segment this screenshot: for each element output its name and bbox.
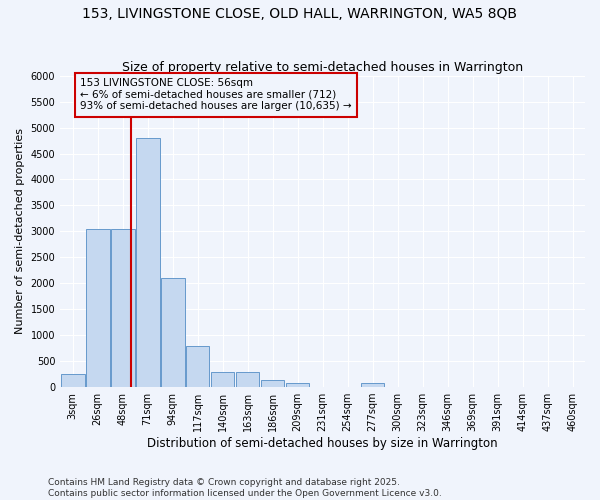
Text: Contains HM Land Registry data © Crown copyright and database right 2025.
Contai: Contains HM Land Registry data © Crown c… [48,478,442,498]
Bar [86,229,110,387]
Bar [361,383,385,387]
Bar [286,383,310,387]
Bar [161,278,185,387]
Title: Size of property relative to semi-detached houses in Warrington: Size of property relative to semi-detach… [122,62,523,74]
Bar [236,372,259,387]
X-axis label: Distribution of semi-detached houses by size in Warrington: Distribution of semi-detached houses by … [147,437,498,450]
Y-axis label: Number of semi-detached properties: Number of semi-detached properties [15,128,25,334]
Bar [136,138,160,387]
Text: 153, LIVINGSTONE CLOSE, OLD HALL, WARRINGTON, WA5 8QB: 153, LIVINGSTONE CLOSE, OLD HALL, WARRIN… [83,8,517,22]
Bar [111,229,134,387]
Bar [186,346,209,387]
Bar [211,372,235,387]
Bar [261,380,284,387]
Text: 153 LIVINGSTONE CLOSE: 56sqm
← 6% of semi-detached houses are smaller (712)
93% : 153 LIVINGSTONE CLOSE: 56sqm ← 6% of sem… [80,78,352,112]
Bar [61,374,85,387]
